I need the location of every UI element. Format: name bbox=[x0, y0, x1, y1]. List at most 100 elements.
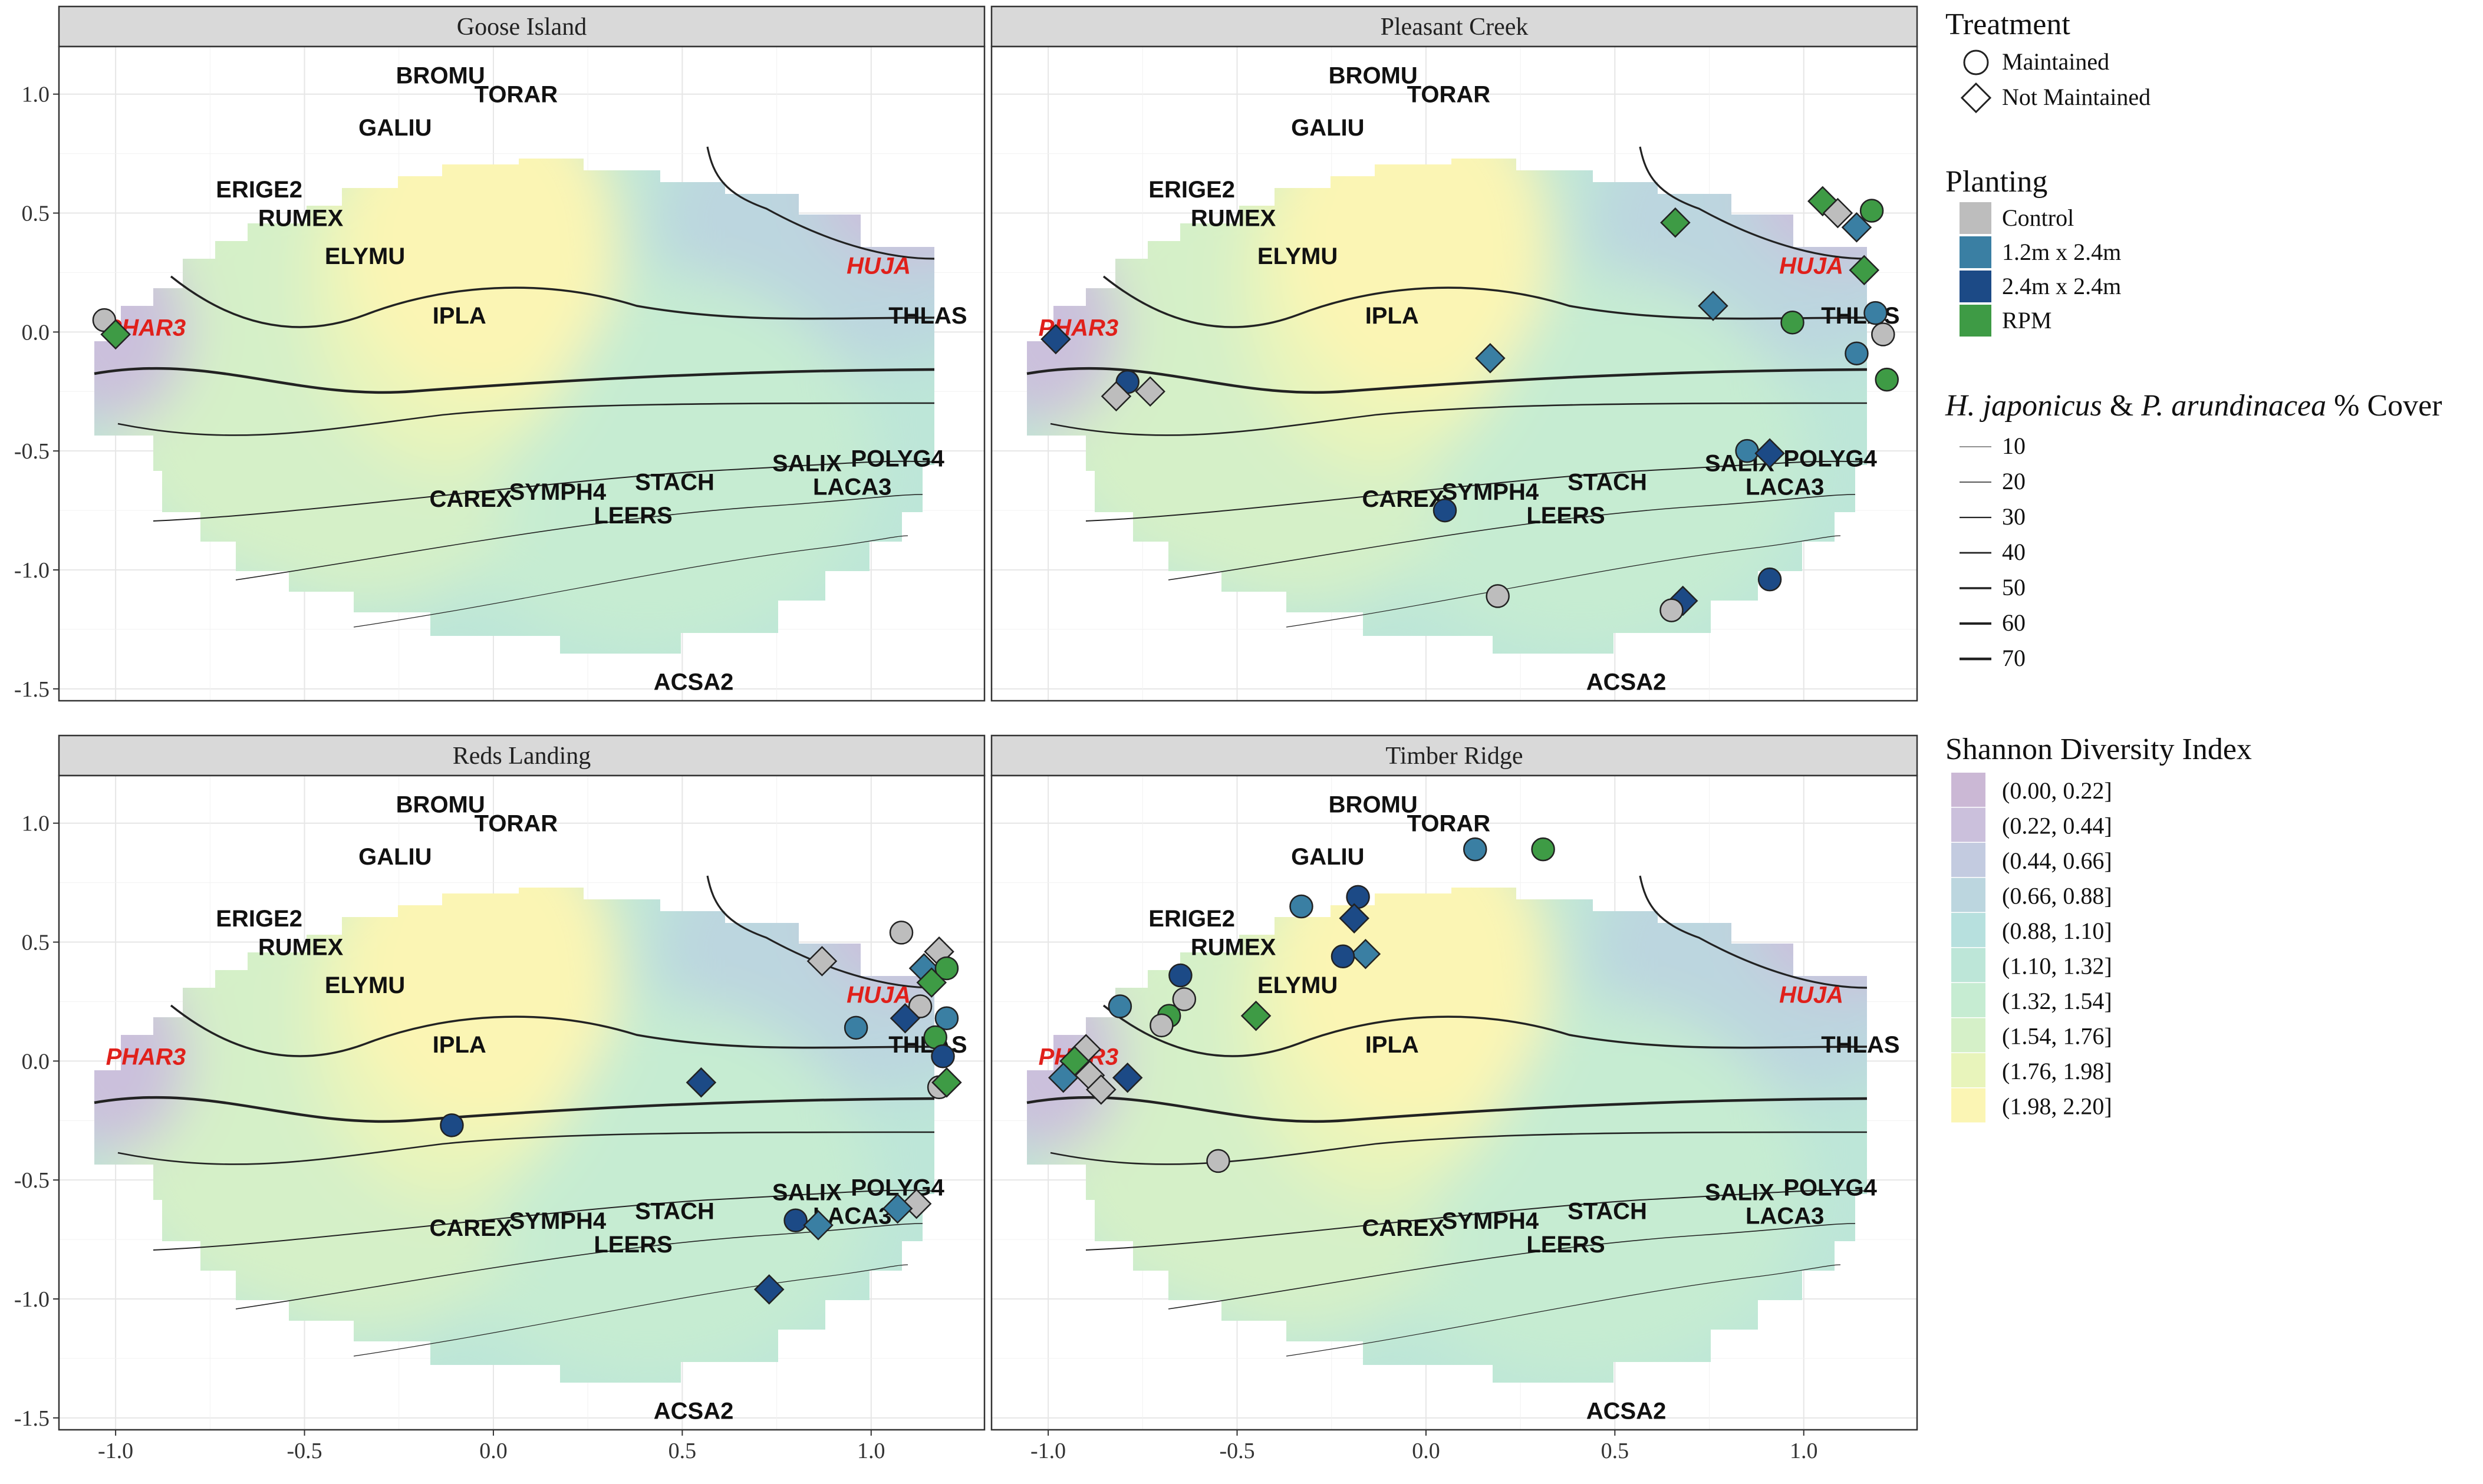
species-label: POLYG4 bbox=[1783, 1175, 1877, 1201]
point-maintained bbox=[1845, 341, 1869, 365]
y-tick-label: -1.0 bbox=[14, 558, 50, 583]
contour-line bbox=[706, 146, 935, 260]
contour-line bbox=[170, 1004, 935, 1057]
point-maintained bbox=[1108, 994, 1132, 1018]
legend: Treatment Maintained Not Maintained Plantin… bbox=[1945, 8, 2442, 1123]
species-label: ELYMU bbox=[1257, 243, 1338, 269]
legend-label: (1.10, 1.32] bbox=[2002, 953, 2112, 980]
legend-label: 1.2m x 2.4m bbox=[2002, 239, 2121, 265]
species-label: SALIX bbox=[772, 450, 842, 476]
point-maintained bbox=[440, 1113, 464, 1137]
species-label: LACA3 bbox=[1746, 474, 1824, 500]
species-label: STACH bbox=[635, 1199, 714, 1225]
legend-label: (0.22, 0.44] bbox=[2002, 813, 2112, 839]
contour-line bbox=[153, 1189, 935, 1251]
y-tick-label: -1.5 bbox=[14, 1406, 50, 1431]
point-not-maintained bbox=[1822, 197, 1853, 229]
legend-label: 70 bbox=[2002, 645, 2026, 671]
invasive-species-label: HUJA bbox=[1779, 982, 1843, 1008]
invasive-species-label: HUJA bbox=[1779, 253, 1843, 279]
y-tick-label: 0.5 bbox=[22, 202, 50, 226]
x-tick-label: -0.5 bbox=[286, 1439, 322, 1463]
point-not-maintained bbox=[1240, 1000, 1272, 1031]
point-not-maintained bbox=[1101, 381, 1132, 412]
species-label: BROMU bbox=[1329, 62, 1418, 88]
x-tick-label: 1.0 bbox=[857, 1439, 885, 1463]
legend-label: 10 bbox=[2002, 433, 2026, 459]
legend-title-diversity: Shannon Diversity Index bbox=[1945, 733, 2252, 766]
y-tick-label: 1.0 bbox=[22, 83, 50, 107]
facet-strip: Goose Island bbox=[58, 5, 986, 48]
y-tick-label: 1.0 bbox=[22, 812, 50, 836]
species-label: IPLA bbox=[1365, 303, 1419, 329]
species-label: GALIU bbox=[1291, 115, 1364, 141]
legend-key-swatch bbox=[1960, 236, 1991, 268]
contour-line bbox=[117, 1131, 935, 1165]
legend-title-planting: Planting bbox=[1945, 165, 2047, 199]
legend-label: 60 bbox=[2002, 609, 2026, 636]
point-not-maintained bbox=[1048, 1062, 1079, 1093]
species-label: ACSA2 bbox=[1586, 670, 1667, 695]
point-not-maintained bbox=[1475, 342, 1506, 374]
legend-key-swatch bbox=[1951, 913, 1985, 947]
y-tick-label: -1.0 bbox=[14, 1287, 50, 1312]
species-label: ELYMU bbox=[325, 972, 405, 998]
point-maintained bbox=[1168, 963, 1193, 988]
point-not-maintained bbox=[753, 1274, 785, 1305]
legend-key-swatch bbox=[1951, 843, 1985, 877]
point-maintained bbox=[1757, 567, 1782, 592]
legend-label: RPM bbox=[2002, 307, 2052, 334]
cover-contours bbox=[94, 146, 935, 628]
diversity-surface bbox=[1027, 159, 1867, 654]
point-maintained bbox=[1735, 438, 1759, 463]
species-label: RUMEX bbox=[258, 935, 344, 961]
species-label: LEERS bbox=[594, 1232, 672, 1258]
species-label: SYMPH4 bbox=[1442, 1208, 1539, 1234]
point-maintained bbox=[1780, 310, 1804, 335]
x-tick-label: 0.5 bbox=[668, 1439, 697, 1463]
species-label: IPLA bbox=[433, 303, 486, 329]
legend-key-swatch bbox=[1960, 271, 1991, 302]
point-not-maintained bbox=[1040, 324, 1071, 355]
point-not-maintained bbox=[1698, 291, 1728, 321]
y-tick-label: 0.5 bbox=[22, 931, 50, 955]
legend-label: Control bbox=[2002, 205, 2074, 231]
invasive-species-label: PHAR3 bbox=[106, 1044, 186, 1070]
point-not-maintained bbox=[686, 1067, 717, 1098]
facet-strip-label: Goose Island bbox=[457, 14, 587, 41]
legend-label: 30 bbox=[2002, 503, 2026, 530]
point-maintained bbox=[934, 956, 959, 981]
invasive-species-label: HUJA bbox=[847, 253, 911, 279]
species-label: IPLA bbox=[1365, 1032, 1419, 1058]
species-label: LEERS bbox=[1526, 1232, 1605, 1258]
y-axis-ticks: 1.0 0.5 0.0 -0.5 -1.0 -1.5 bbox=[14, 812, 59, 1431]
species-label: ERIGE2 bbox=[1148, 177, 1235, 203]
species-label: TORAR bbox=[1407, 811, 1491, 837]
contour-line bbox=[1168, 494, 1856, 581]
point-maintained bbox=[1150, 1013, 1174, 1038]
species-label: ELYMU bbox=[1257, 972, 1338, 998]
species-label: CAREX bbox=[429, 1215, 512, 1241]
point-maintained bbox=[934, 1006, 959, 1030]
legend-label: (0.44, 0.66] bbox=[2002, 847, 2112, 874]
point-not-maintained bbox=[1841, 212, 1872, 243]
plot-area: BROMUTORARGALIUERIGE2RUMEXELYMUIPLATHLAS… bbox=[58, 774, 986, 1431]
legend-label: 50 bbox=[2002, 574, 2026, 601]
legend-key-swatch bbox=[1951, 878, 1985, 912]
y-tick-label: 0.0 bbox=[22, 320, 50, 345]
legend-key-swatch bbox=[1960, 202, 1991, 234]
contour-line bbox=[94, 367, 935, 394]
species-label: RUMEX bbox=[1191, 206, 1276, 232]
contour-line bbox=[153, 460, 935, 522]
species-label: RUMEX bbox=[1191, 935, 1276, 961]
cover-contours bbox=[94, 875, 935, 1357]
contour-line bbox=[1168, 1223, 1856, 1310]
contour-line bbox=[1286, 1264, 1841, 1357]
y-axis-ticks: 1.0 0.5 0.0 -0.5 -1.0 -1.5 bbox=[14, 83, 59, 702]
point-maintained bbox=[1172, 987, 1197, 1011]
contour-line bbox=[353, 535, 908, 628]
